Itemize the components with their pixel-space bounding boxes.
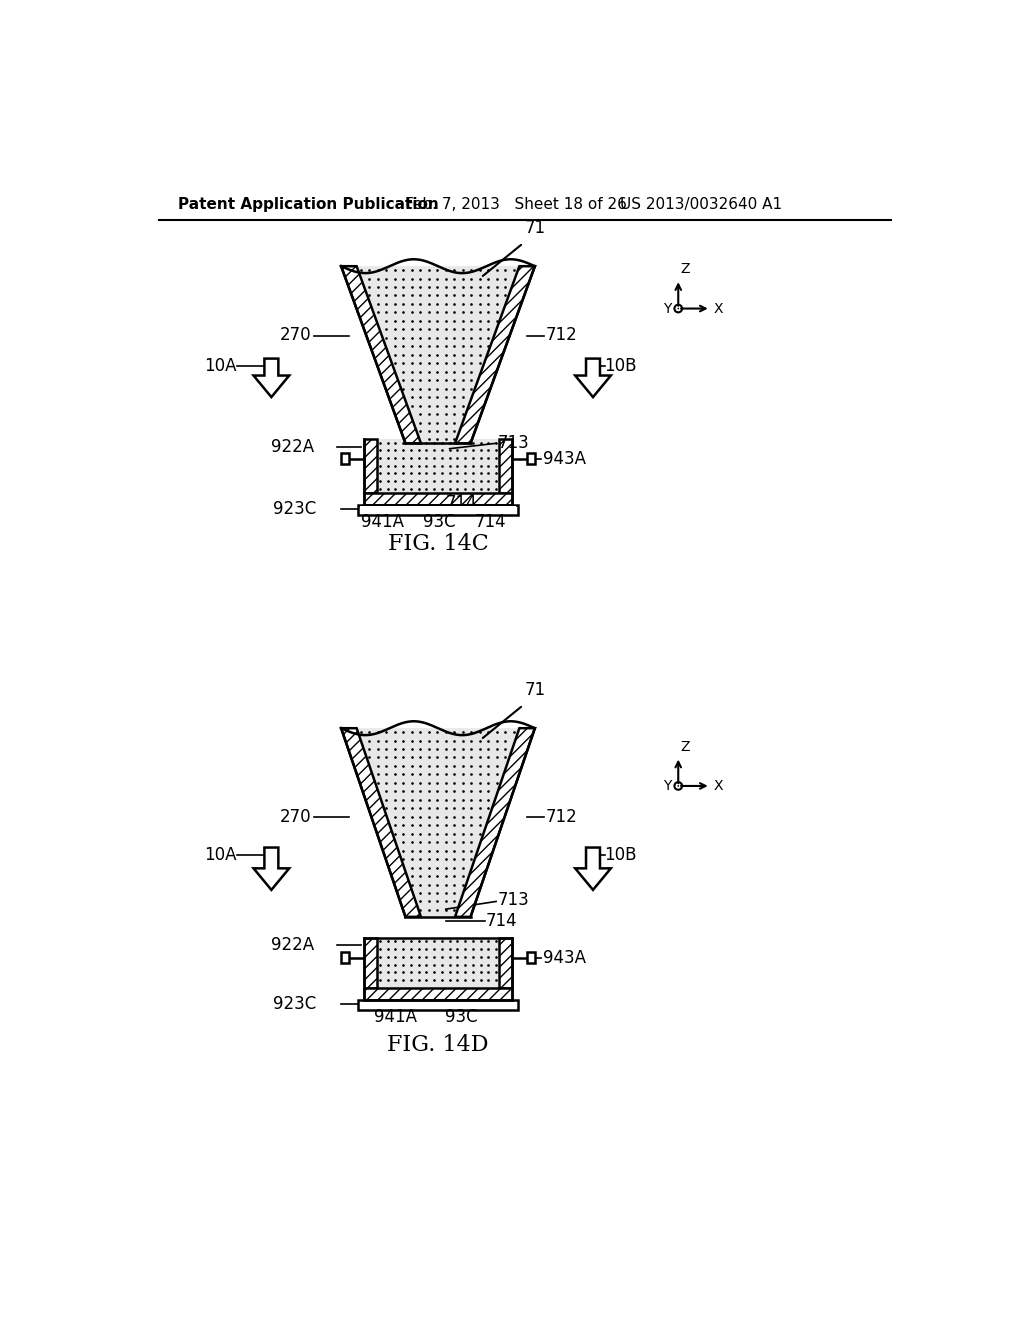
Text: 10B: 10B: [604, 846, 637, 865]
Text: 10A: 10A: [204, 846, 237, 865]
Text: 93C: 93C: [423, 512, 456, 531]
Polygon shape: [500, 939, 512, 987]
Polygon shape: [356, 729, 519, 917]
Text: 10B: 10B: [604, 358, 637, 375]
Text: 922A: 922A: [271, 936, 314, 953]
Text: 714: 714: [486, 912, 518, 929]
Polygon shape: [365, 492, 512, 506]
Bar: [359, 507, 516, 513]
Polygon shape: [254, 847, 289, 890]
Text: 943A: 943A: [543, 949, 586, 966]
Text: US 2013/0032640 A1: US 2013/0032640 A1: [621, 197, 782, 213]
Bar: [358, 506, 518, 515]
Polygon shape: [341, 267, 421, 444]
Text: X: X: [714, 301, 723, 315]
Polygon shape: [365, 440, 377, 492]
Text: 941A: 941A: [360, 512, 403, 531]
Polygon shape: [455, 729, 535, 917]
Text: Patent Application Publication: Patent Application Publication: [178, 197, 439, 213]
Bar: [359, 1002, 516, 1008]
Text: 923C: 923C: [273, 995, 316, 1012]
Polygon shape: [455, 267, 535, 444]
Text: Z: Z: [681, 263, 690, 276]
Text: X: X: [714, 779, 723, 793]
Text: 270: 270: [280, 326, 311, 345]
Text: FIG. 14C: FIG. 14C: [388, 533, 488, 556]
Text: 943A: 943A: [543, 450, 586, 467]
Polygon shape: [356, 267, 519, 444]
Bar: [527, 453, 535, 465]
Text: 71: 71: [524, 681, 546, 700]
Text: Z: Z: [681, 739, 690, 754]
Polygon shape: [500, 440, 512, 492]
Text: 71: 71: [524, 219, 546, 238]
Text: 270: 270: [280, 808, 311, 826]
Text: 923C: 923C: [273, 500, 316, 517]
Text: Feb. 7, 2013   Sheet 18 of 26: Feb. 7, 2013 Sheet 18 of 26: [406, 197, 628, 213]
Text: Y: Y: [663, 779, 672, 793]
Polygon shape: [365, 939, 377, 987]
Text: 713: 713: [498, 433, 529, 451]
Circle shape: [677, 308, 679, 309]
Polygon shape: [254, 359, 289, 397]
Text: 941A: 941A: [374, 1007, 417, 1026]
Text: FIG. 14D: FIG. 14D: [387, 1034, 488, 1056]
Text: 713: 713: [498, 891, 529, 909]
Bar: [527, 952, 535, 964]
Polygon shape: [575, 359, 611, 397]
Text: 712: 712: [546, 326, 578, 345]
Polygon shape: [341, 729, 421, 917]
Text: 714: 714: [475, 512, 507, 531]
Polygon shape: [365, 987, 512, 1001]
Polygon shape: [575, 847, 611, 890]
Bar: [341, 453, 349, 465]
Polygon shape: [377, 440, 500, 492]
Bar: [358, 1001, 518, 1010]
Circle shape: [677, 785, 679, 787]
Bar: [341, 952, 349, 964]
Text: 714: 714: [445, 494, 477, 512]
Polygon shape: [377, 939, 500, 987]
Text: Y: Y: [663, 301, 672, 315]
Text: 922A: 922A: [271, 438, 314, 457]
Text: 93C: 93C: [445, 1007, 477, 1026]
Text: 712: 712: [546, 808, 578, 826]
Text: 10A: 10A: [204, 358, 237, 375]
